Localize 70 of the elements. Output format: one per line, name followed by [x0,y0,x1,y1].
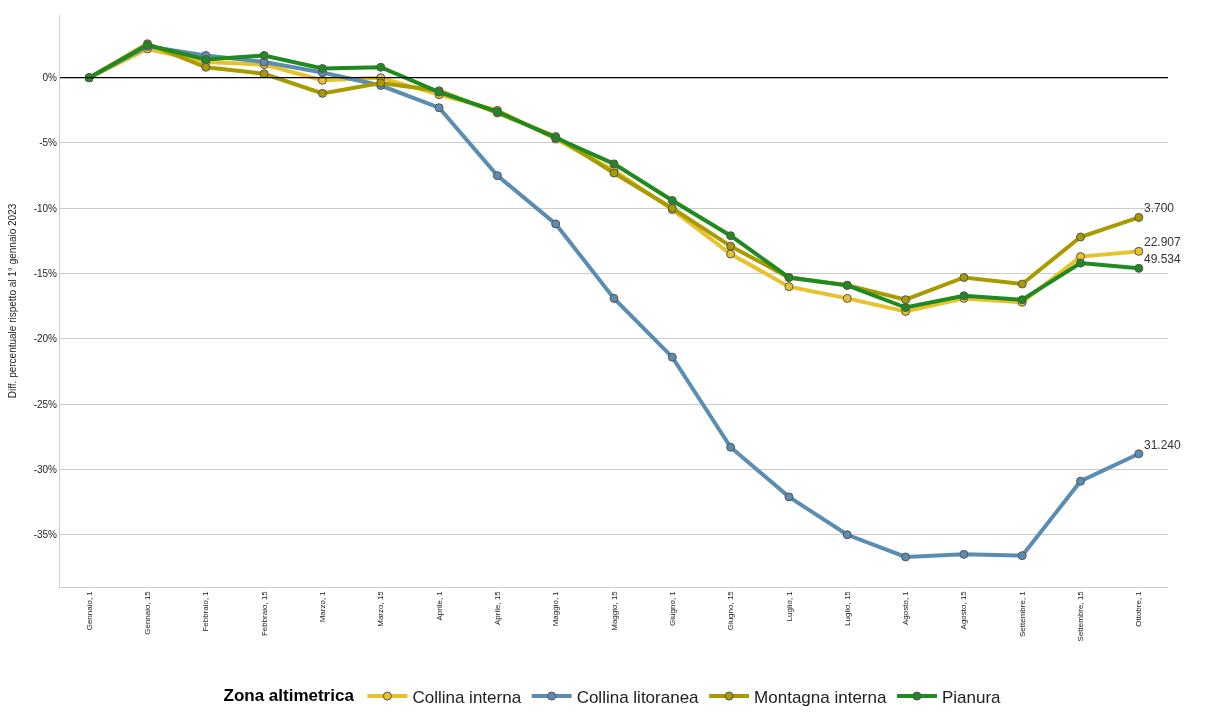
point [609,159,619,169]
annotation: 3.700 [1144,201,1175,215]
point [1076,258,1086,268]
y-tick-label: 0% [42,72,58,84]
x-tick-label: Luglio, 1 [784,590,794,622]
point [1017,279,1027,289]
point [842,293,852,303]
y-tick-label: -25% [33,398,58,410]
x-tick-label: Settembre, 1 [1017,590,1027,638]
legend-title: Zona altimetrica [223,685,355,705]
annotation: 49.534 [1144,252,1182,266]
annotation: 31.240 [1144,438,1182,452]
point [726,249,736,259]
point [259,50,269,60]
point [959,272,969,282]
point [1134,449,1144,459]
point [1134,246,1144,256]
x-tick-label: Marzo, 1 [318,590,328,623]
point [434,103,444,113]
point [901,552,911,562]
x-tick-label: Gennaio, 15 [143,590,153,635]
point [842,530,852,540]
point [609,293,619,303]
point [959,549,969,559]
y-tick-label: -20% [33,333,58,345]
x-tick-label: Ottobre, 1 [1134,590,1144,627]
x-tick-label: Maggio, 1 [551,590,561,627]
x-tick-label: Agosto, 1 [901,590,911,626]
point [317,88,327,98]
x-tick-label: Aprile, 1 [434,590,444,621]
point [726,231,736,241]
y-tick-label: -35% [33,529,58,541]
point [726,241,736,251]
x-tick-label: Luglio, 15 [842,590,852,626]
point [1076,476,1086,486]
x-tick-label: Giugno, 15 [726,590,736,631]
x-tick-label: Aprile, 15 [492,590,502,625]
y-tick-label: -10% [33,202,58,214]
y-tick-label: -30% [33,463,58,475]
x-tick-label: Settembre, 15 [1076,590,1086,642]
point [201,62,211,72]
x-tick-label: Febbraio, 1 [201,590,211,632]
point [551,219,561,229]
y-axis-title: Diff. percentuale rispetto al 1° gennaio 2023 [6,203,18,399]
point [376,62,386,72]
point [259,69,269,79]
legend-label: Collina litoranea [576,687,700,707]
legend-label: Pianura [941,687,1002,707]
y-tick-label: -5% [39,137,58,149]
point [901,295,911,305]
y-tick-label: -15% [33,268,58,280]
legend-label: Collina interna [412,687,522,707]
point [1134,212,1144,222]
point [784,492,794,502]
point [667,352,677,362]
x-tick-label: Maggio, 15 [609,590,619,631]
point [784,282,794,292]
point [726,442,736,452]
x-tick-label: Agosto, 15 [959,590,969,630]
annotation: 22.907 [1144,235,1182,249]
point [1134,263,1144,273]
legend-label: Montagna interna [754,687,887,707]
x-tick-label: Febbraio, 15 [259,590,269,637]
x-tick-label: Gennaio, 1 [84,590,94,631]
x-tick-label: Marzo, 15 [376,590,386,627]
x-tick-label: Giugno, 1 [667,590,677,626]
point [492,171,502,181]
point [1017,551,1027,561]
point [667,195,677,205]
point [1076,232,1086,242]
